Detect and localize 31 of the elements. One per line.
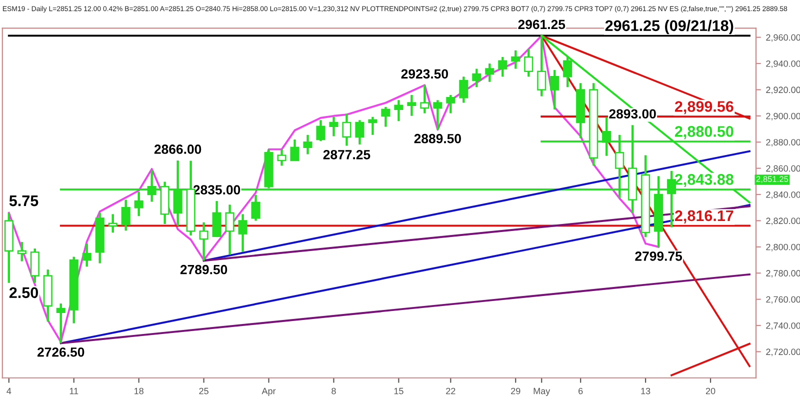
- annotation: 2923.50: [401, 69, 448, 79]
- series-label: 2,899.56: [674, 101, 734, 114]
- x-tick-label: 13: [641, 388, 650, 394]
- x-tick-label: 11: [70, 388, 78, 394]
- series-label: 2,843.88: [674, 174, 734, 188]
- annotation: 2799.75: [635, 251, 682, 261]
- annotation: 2961.25: [518, 20, 566, 30]
- series-label: 2,880.50: [674, 126, 734, 140]
- x-tick-label: 20: [706, 388, 716, 394]
- annotation: 2726.50: [37, 347, 84, 357]
- x-tick-label: 29: [511, 388, 520, 394]
- annotation: 2835.00: [193, 185, 240, 195]
- series-label: 2961.25 (09/21/18): [605, 20, 734, 34]
- annotation: 5.75: [9, 196, 38, 206]
- x-tick-label: May: [534, 388, 550, 396]
- x-tick-label: 18: [134, 388, 144, 394]
- text: 2,851.25: [756, 176, 788, 183]
- x-tick-label: 22: [446, 388, 456, 394]
- series-label: 2,816.17: [674, 210, 734, 224]
- annotation: 2893.00: [609, 109, 656, 119]
- annotation: 2877.25: [323, 150, 370, 160]
- x-tick-label: 15: [394, 388, 404, 394]
- annotation: 2866.00: [154, 144, 202, 154]
- x-tick-label: 8: [332, 388, 336, 394]
- x-tick-label: 4: [6, 388, 12, 394]
- annotation: 2889.50: [414, 134, 461, 144]
- x-tick-label: 6: [578, 388, 583, 394]
- annotation: 2789.50: [180, 264, 228, 274]
- annotation: 2.50: [9, 287, 38, 298]
- x-tick-label: 25: [199, 388, 208, 394]
- x-tick-label: Apr: [262, 388, 276, 396]
